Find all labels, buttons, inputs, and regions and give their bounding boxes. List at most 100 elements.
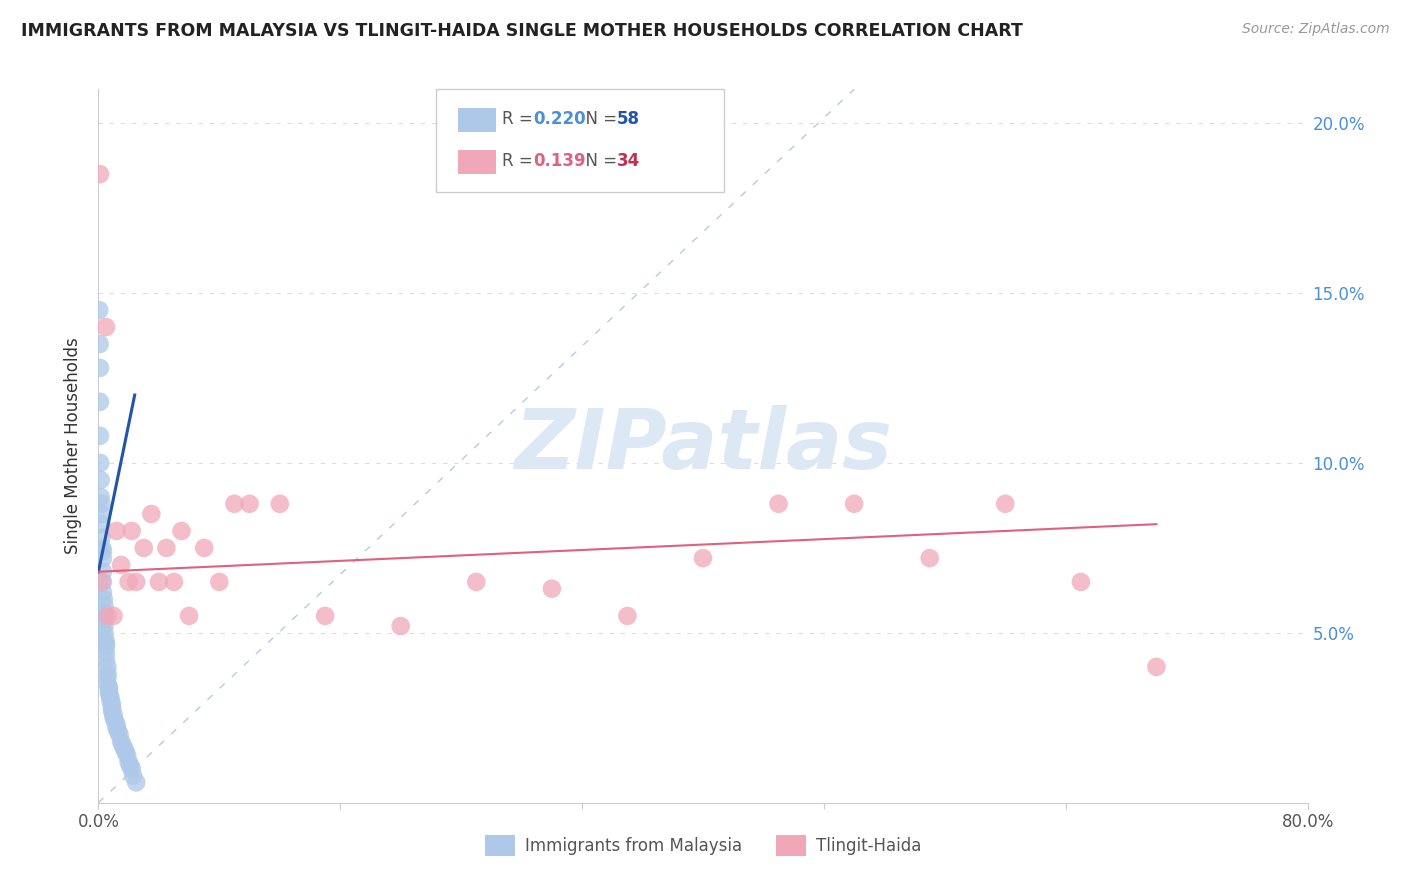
Point xyxy=(918,551,941,566)
Text: Source: ZipAtlas.com: Source: ZipAtlas.com xyxy=(1241,22,1389,37)
Point xyxy=(125,574,148,589)
Point xyxy=(101,704,124,718)
Text: 0.139: 0.139 xyxy=(533,152,585,169)
Point xyxy=(89,394,111,409)
Legend: Immigrants from Malaysia, Tlingit-Haida: Immigrants from Malaysia, Tlingit-Haida xyxy=(478,829,928,863)
Point xyxy=(132,541,155,555)
Point xyxy=(105,721,128,735)
Point xyxy=(118,755,141,769)
Point xyxy=(90,517,112,532)
Point xyxy=(314,608,336,623)
Point xyxy=(89,429,111,443)
Point xyxy=(90,497,112,511)
Point xyxy=(170,524,193,538)
Point xyxy=(94,632,117,647)
Point xyxy=(93,612,115,626)
Point xyxy=(105,717,128,731)
Text: 58: 58 xyxy=(617,110,640,128)
Point xyxy=(96,660,118,674)
Point xyxy=(93,591,115,606)
Text: IMMIGRANTS FROM MALAYSIA VS TLINGIT-HAIDA SINGLE MOTHER HOUSEHOLDS CORRELATION C: IMMIGRANTS FROM MALAYSIA VS TLINGIT-HAID… xyxy=(21,22,1024,40)
Point xyxy=(844,497,866,511)
Point xyxy=(101,698,124,712)
Point xyxy=(193,541,215,555)
Point xyxy=(120,758,142,772)
Point xyxy=(389,619,412,633)
Point xyxy=(103,711,125,725)
Point xyxy=(114,745,136,759)
Point xyxy=(89,167,111,181)
Point xyxy=(100,690,122,705)
Point xyxy=(105,524,128,538)
Point xyxy=(89,303,111,318)
Point xyxy=(179,608,201,623)
Point xyxy=(112,741,135,756)
Point xyxy=(155,541,177,555)
Point xyxy=(94,320,117,334)
Point xyxy=(110,558,132,572)
Point xyxy=(1070,574,1092,589)
Text: 34: 34 xyxy=(617,152,641,169)
Point xyxy=(91,541,114,555)
Point xyxy=(103,707,125,722)
Point xyxy=(465,574,488,589)
Text: R =: R = xyxy=(502,110,538,128)
Point xyxy=(100,694,122,708)
Point xyxy=(96,608,118,623)
Point xyxy=(163,574,186,589)
Point xyxy=(121,762,143,776)
Text: 0.220: 0.220 xyxy=(533,110,585,128)
Point xyxy=(94,653,117,667)
Point xyxy=(141,507,163,521)
Point xyxy=(239,497,262,511)
Point xyxy=(91,574,114,589)
Point xyxy=(125,775,148,789)
Point xyxy=(224,497,246,511)
Point xyxy=(93,599,115,613)
Point xyxy=(148,574,170,589)
Point xyxy=(96,670,118,684)
Point xyxy=(93,626,115,640)
Point xyxy=(89,456,111,470)
Point xyxy=(94,646,117,660)
Point xyxy=(94,636,117,650)
Point xyxy=(98,683,121,698)
Point xyxy=(994,497,1017,511)
Point xyxy=(115,748,138,763)
Point xyxy=(110,734,132,748)
Point xyxy=(90,531,112,545)
Point xyxy=(94,640,117,654)
Point xyxy=(1144,660,1167,674)
Point xyxy=(90,574,112,589)
Point xyxy=(269,497,291,511)
Point xyxy=(90,507,112,521)
Point xyxy=(122,769,145,783)
Point xyxy=(91,551,114,566)
Point xyxy=(91,565,114,579)
Text: R =: R = xyxy=(502,152,538,169)
Point xyxy=(104,714,127,729)
Point xyxy=(101,700,124,714)
Point xyxy=(768,497,790,511)
Point xyxy=(208,574,231,589)
Point xyxy=(108,728,131,742)
Point xyxy=(96,677,118,691)
Point xyxy=(93,606,115,620)
Point xyxy=(118,574,141,589)
Point xyxy=(107,724,129,739)
Point xyxy=(89,360,111,375)
Point xyxy=(98,680,121,694)
Text: N =: N = xyxy=(575,152,623,169)
Point xyxy=(96,666,118,681)
Text: N =: N = xyxy=(575,110,623,128)
Point xyxy=(90,473,112,487)
Text: ZIPatlas: ZIPatlas xyxy=(515,406,891,486)
Point xyxy=(121,524,143,538)
Point xyxy=(98,687,121,701)
Point xyxy=(103,608,125,623)
Point xyxy=(93,619,115,633)
Point xyxy=(540,582,562,596)
Point xyxy=(91,544,114,558)
Y-axis label: Single Mother Households: Single Mother Households xyxy=(65,338,83,554)
Point xyxy=(616,608,638,623)
